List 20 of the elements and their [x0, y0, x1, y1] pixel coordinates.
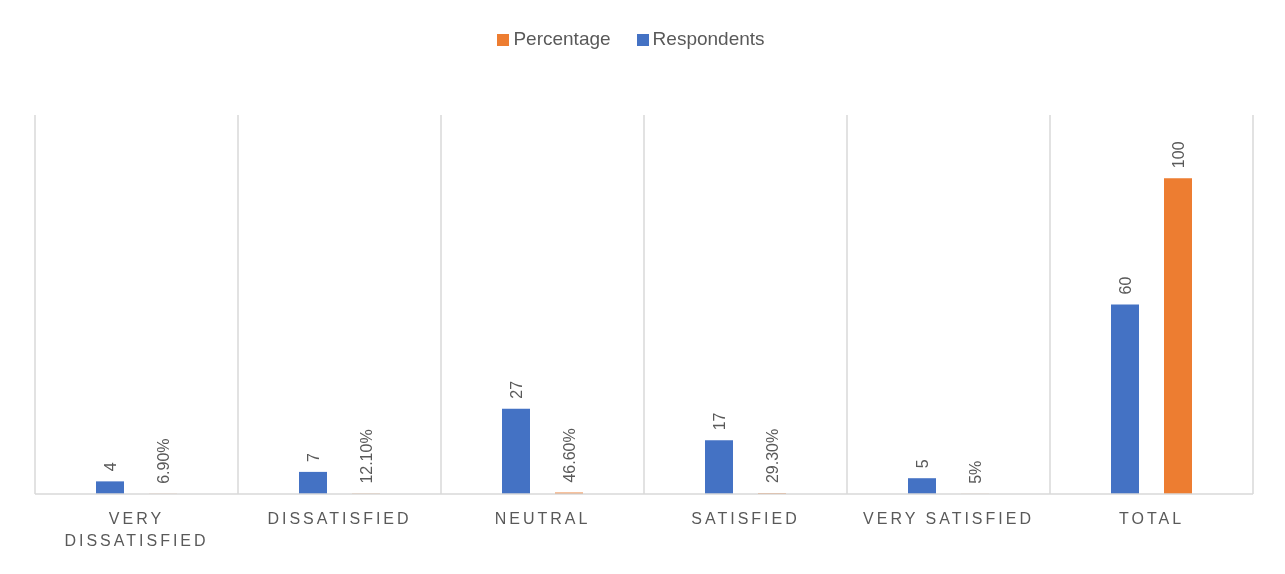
- legend-label: Percentage: [513, 28, 611, 49]
- x-tick-label: NEUTRAL: [494, 510, 591, 527]
- x-tick-label: TOTAL: [1118, 510, 1185, 527]
- data-label: 60: [1117, 276, 1134, 295]
- data-label: 12.10%: [358, 429, 375, 484]
- data-label: 27: [508, 380, 525, 399]
- data-label: 5%: [967, 460, 984, 484]
- data-label: 17: [711, 412, 728, 431]
- x-tick-label: VERY DISSATISFIED: [64, 510, 209, 549]
- data-label: 100: [1170, 141, 1187, 169]
- data-label: 7: [305, 452, 322, 462]
- x-tick-label: SATISFIED: [691, 510, 800, 527]
- data-label: 6.90%: [155, 438, 172, 484]
- x-tick-label: VERY SATISFIED: [863, 510, 1034, 527]
- data-label: 5: [914, 459, 931, 469]
- data-label: 29.30%: [764, 428, 781, 484]
- legend-label: Respondents: [652, 28, 765, 49]
- data-label: 46.60%: [561, 428, 578, 483]
- data-label: 4: [102, 462, 119, 472]
- x-tick-label: DISSATISFIED: [267, 510, 412, 527]
